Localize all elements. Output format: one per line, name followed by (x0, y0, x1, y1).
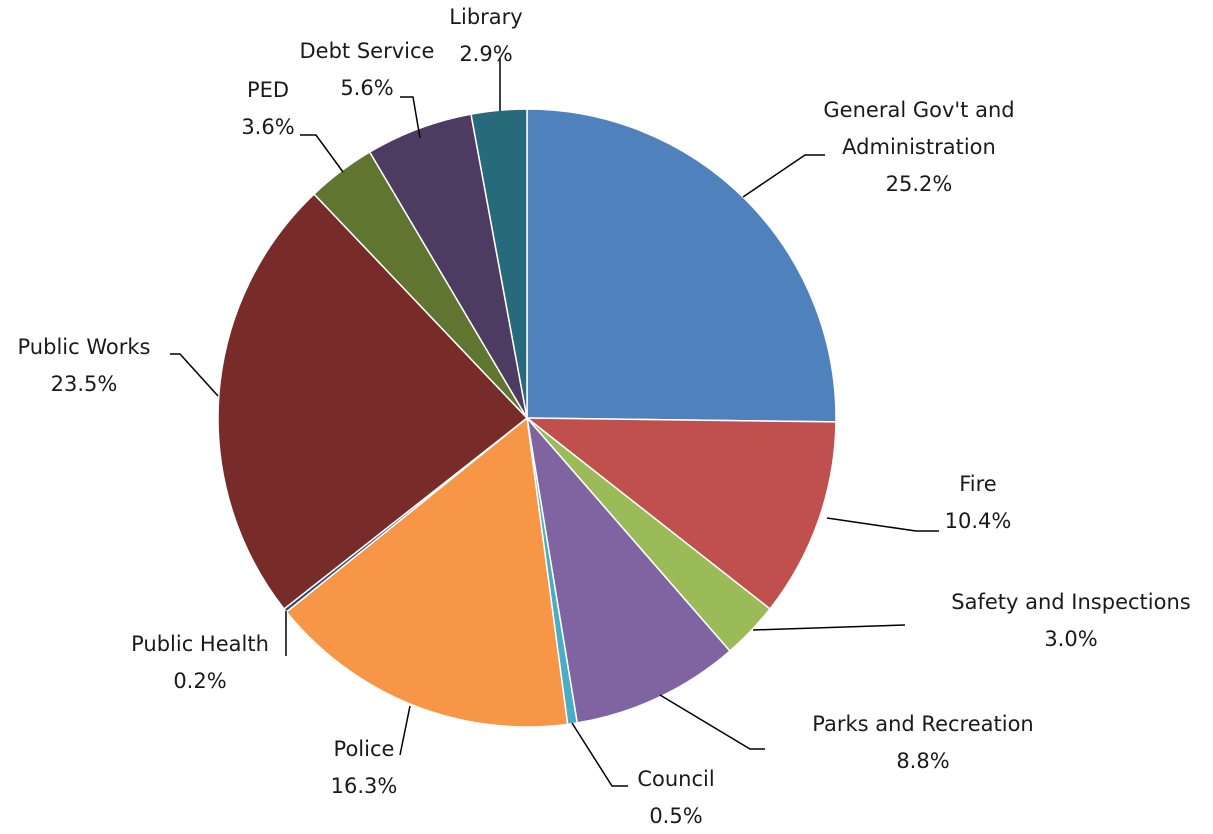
leader-line-ped (300, 134, 344, 173)
data-label-general-gov-t-and-administration: General Gov't and Administration 25.2% (823, 98, 1014, 196)
slice-category-label: Fire (959, 472, 996, 496)
pie-slice-parks-and-recreation (525, 415, 731, 724)
leader-line-general-gov-t-and-administration (742, 154, 825, 198)
slice-percent-label: 0.2% (173, 669, 226, 693)
slice-percent-label: 2.9% (459, 42, 512, 66)
slice-percent-label: 3.0% (1044, 627, 1097, 651)
data-label-fire: Fire 10.4% (945, 472, 1012, 533)
pie-slice-general-gov-t-and-administration (526, 108, 837, 423)
slice-category-label: General Gov't and (823, 98, 1014, 122)
slice-category-label: Public Health (131, 632, 269, 656)
slice-percent-label: 0.5% (649, 804, 702, 828)
data-label-public-works: Public Works 23.5% (18, 335, 151, 396)
data-label-library: Library 2.9% (449, 5, 522, 66)
leader-line-police (399, 705, 411, 756)
pie-slices (217, 108, 837, 728)
leader-line-public-works (170, 353, 219, 397)
data-label-police: Police 16.3% (331, 737, 398, 798)
slice-percent-label: 5.6% (340, 76, 393, 100)
slice-percent-label: 16.3% (331, 774, 398, 798)
pie-slice-police (285, 416, 569, 728)
slice-category-label: Library (449, 5, 522, 29)
slice-category-label: Safety and Inspections (951, 590, 1190, 614)
data-label-ped: PED 3.6% (241, 78, 294, 139)
slice-percent-label: 10.4% (945, 509, 1012, 533)
slice-labels: General Gov't and Administration 25.2% Fire… (18, 5, 1191, 828)
pie-slice-public-works (217, 193, 529, 610)
leader-lines (170, 58, 939, 787)
slice-category-label: Council (637, 767, 714, 791)
data-label-parks-and-recreation: Parks and Recreation 8.8% (812, 712, 1033, 773)
slice-percent-label: 8.8% (896, 749, 949, 773)
leader-line-fire (826, 517, 939, 532)
slice-percent-label: 3.6% (241, 115, 294, 139)
leader-line-council (571, 722, 628, 787)
leader-line-parks-and-recreation (659, 694, 765, 750)
data-label-public-health: Public Health 0.2% (131, 632, 269, 693)
slice-category-label: PED (247, 78, 289, 102)
slice-category-label: Administration (842, 135, 996, 159)
leader-line-safety-and-inspections (752, 624, 906, 631)
leader-line-debt-service (400, 96, 421, 139)
slice-category-label: Debt Service (300, 39, 435, 63)
slice-category-label: Parks and Recreation (812, 712, 1033, 736)
pie-slice-fire (524, 417, 837, 610)
slice-category-label: Public Works (18, 335, 151, 359)
pie-slice-library (470, 108, 528, 419)
slice-percent-label: 25.2% (886, 172, 953, 196)
data-label-safety-and-inspections: Safety and Inspections 3.0% (951, 590, 1190, 651)
data-label-debt-service: Debt Service 5.6% (300, 39, 435, 100)
slice-category-label: Police (334, 737, 395, 761)
data-label-council: Council 0.5% (637, 767, 714, 828)
slice-percent-label: 23.5% (51, 372, 118, 396)
